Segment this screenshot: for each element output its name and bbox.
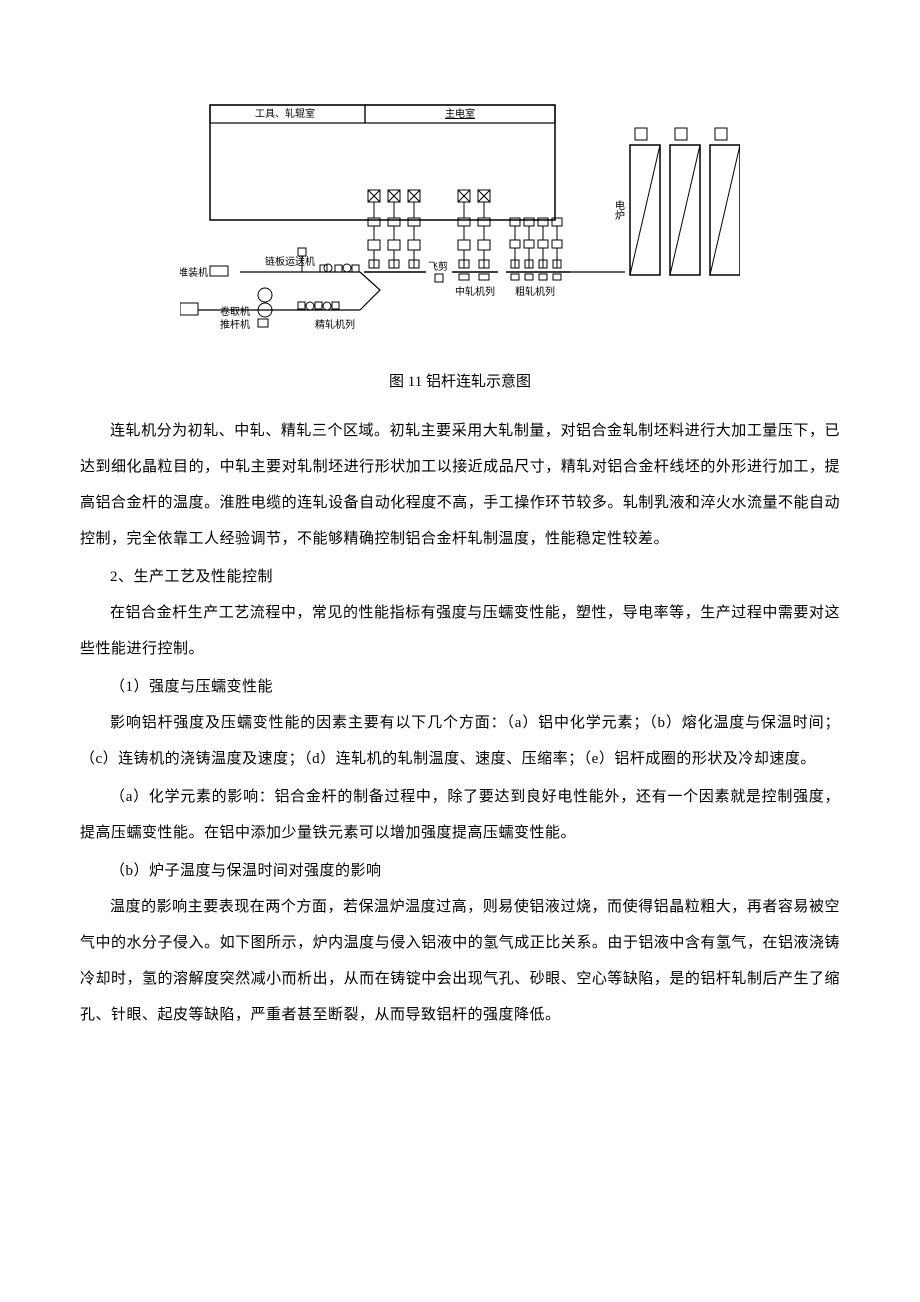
rough-mill-group	[506, 218, 570, 280]
furnaces	[630, 128, 740, 275]
subsection-1-title: （1）强度与压蠕变性能	[80, 669, 840, 705]
paragraph-4: （a）化学元素的影响：铝合金杆的制备过程中，除了要达到良好电性能外，还有一个因素…	[80, 779, 840, 851]
figure-caption: 图 11 铝杆连轧示意图	[80, 370, 840, 391]
coiler-label: 卷取机	[220, 305, 250, 318]
section-2-title: 2、生产工艺及性能控制	[80, 559, 840, 595]
fine-mill-label: 精轧机列	[315, 318, 355, 331]
motors-row	[368, 190, 490, 202]
rolling-mill-diagram: 工具、轧辊室 主电室	[180, 100, 740, 350]
rough-mill-label: 粗轧机列	[515, 285, 555, 298]
main-electric-label: 主电室	[445, 107, 475, 120]
chain-conveyor-label: 链板运送机	[265, 255, 315, 268]
paragraph-2: 在铝合金杆生产工艺流程中，常见的性能指标有强度与压蠕变性能，塑性，导电率等，生产…	[80, 595, 840, 667]
pusher-label: 推杆机	[220, 318, 250, 331]
stacker-label: 堆装机	[180, 266, 208, 279]
shear-label: 飞剪	[428, 260, 448, 273]
furnace-label: 电炉	[613, 199, 625, 221]
tool-room-label: 工具、轧辊室	[255, 107, 315, 120]
paragraph-5: 温度的影响主要表现在两个方面，若保温炉温度过高，则易使铝液过烧，而使得铝晶粒粗大…	[80, 889, 840, 1033]
diagram-svg: 工具、轧辊室 主电室	[180, 100, 740, 350]
paragraph-3: 影响铝杆强度及压蠕变性能的因素主要有以下几个方面：（a）铝中化学元素；（b）熔化…	[80, 705, 840, 777]
paragraph-1: 连轧机分为初轧、中轧、精轧三个区域。初轧主要采用大轧制量，对铝合金轧制坯料进行大…	[80, 413, 840, 557]
subsection-b: （b）炉子温度与保温时间对强度的影响	[80, 853, 840, 889]
medium-mill-label: 中轧机列	[455, 285, 495, 298]
